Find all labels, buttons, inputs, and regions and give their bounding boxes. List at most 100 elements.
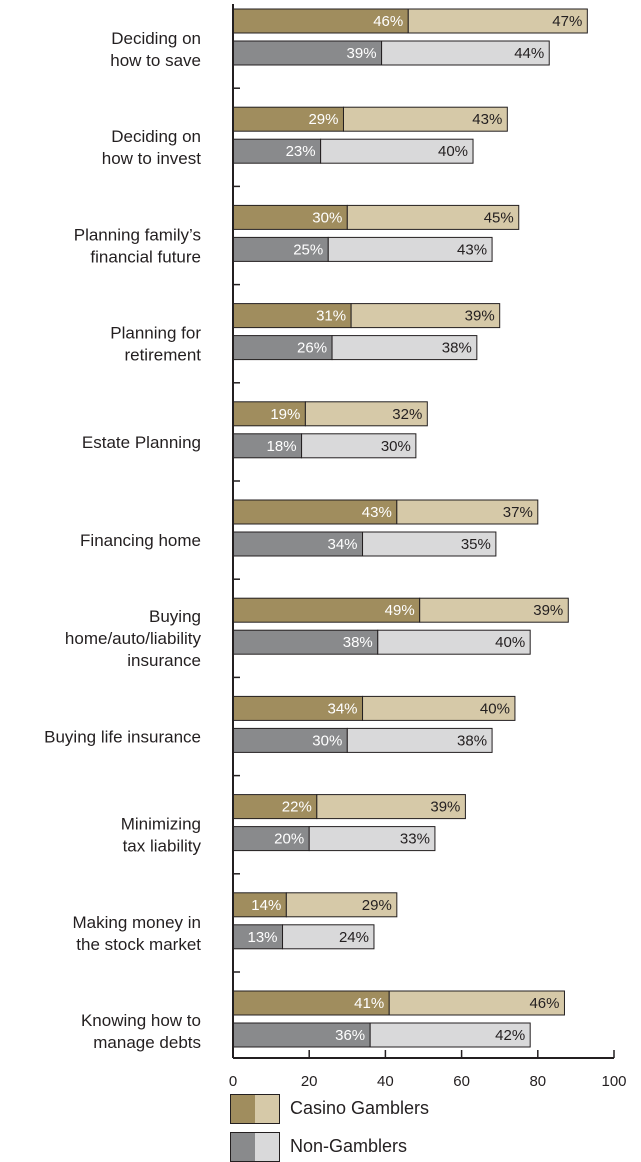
- data-label: 38%: [442, 340, 472, 357]
- category-label: Minimizing: [121, 815, 201, 834]
- bar-segment-1: [232, 40, 383, 66]
- bar-segment-2: [350, 303, 501, 329]
- bar-segment-1: [232, 794, 318, 820]
- data-label: 39%: [430, 799, 460, 816]
- data-label: 43%: [457, 241, 487, 258]
- legend-swatch-non-gamblers: [230, 1132, 280, 1162]
- bar-segment-2: [316, 794, 466, 820]
- category-label: how to save: [110, 51, 201, 70]
- category-label: Deciding on: [111, 127, 201, 146]
- data-label: 30%: [312, 732, 342, 749]
- data-label: 49%: [385, 602, 415, 619]
- data-label: 40%: [480, 700, 510, 717]
- data-label: 20%: [274, 831, 304, 848]
- bar-segment-2: [301, 433, 417, 459]
- bar-segment-2: [362, 695, 516, 721]
- bar-segment-2: [320, 138, 474, 164]
- data-label: 30%: [381, 438, 411, 455]
- bar-segment-2: [362, 531, 497, 557]
- category-label: Deciding on: [111, 29, 201, 48]
- category-label: how to invest: [102, 149, 201, 168]
- data-label: 39%: [465, 308, 495, 325]
- data-label: 42%: [495, 1027, 525, 1044]
- data-label: 34%: [328, 536, 358, 553]
- bar-segment-1: [232, 335, 333, 361]
- bar-segment-2: [282, 924, 375, 950]
- bar-segment-1: [232, 531, 364, 557]
- data-label: 40%: [438, 143, 468, 160]
- category-label: Planning family’s: [74, 225, 201, 244]
- bar-segment-2: [346, 727, 493, 753]
- bar-segment-1: [232, 204, 348, 230]
- data-label: 26%: [297, 340, 327, 357]
- x-tick-label: 20: [301, 1073, 318, 1090]
- bar-segment-2: [331, 335, 478, 361]
- bar-segment-1: [232, 433, 303, 459]
- data-label: 35%: [461, 536, 491, 553]
- bar-segment-2: [342, 106, 508, 132]
- bar-segment-2: [377, 629, 531, 655]
- bar-segment-2: [388, 990, 565, 1016]
- bar-segment-2: [396, 499, 539, 525]
- data-label: 25%: [293, 241, 323, 258]
- data-label: 38%: [457, 732, 487, 749]
- legend-swatch-dark: [230, 1094, 256, 1124]
- bar-segment-1: [232, 924, 284, 950]
- category-label: Planning for: [110, 324, 201, 343]
- bar-segment-2: [381, 40, 550, 66]
- bar-segment-2: [346, 204, 520, 230]
- bar-segment-2: [308, 826, 436, 852]
- x-tick-label: 40: [377, 1073, 394, 1090]
- x-tick-label: 80: [529, 1073, 546, 1090]
- category-label: tax liability: [123, 837, 202, 856]
- legend-swatch-casino-gamblers: [230, 1094, 280, 1124]
- data-label: 22%: [282, 799, 312, 816]
- category-label: financial future: [90, 247, 201, 266]
- data-label: 45%: [484, 209, 514, 226]
- x-tick-label: 100: [601, 1073, 626, 1090]
- data-label: 43%: [472, 111, 502, 128]
- data-label: 13%: [247, 929, 277, 946]
- data-label: 46%: [373, 13, 403, 30]
- data-label: 19%: [270, 406, 300, 423]
- legend-swatch-dark: [230, 1132, 256, 1162]
- data-label: 31%: [316, 308, 346, 325]
- data-label: 36%: [335, 1027, 365, 1044]
- legend-item-casino-gamblers: Casino Gamblers: [230, 1094, 530, 1124]
- data-label: 46%: [529, 995, 559, 1012]
- data-label: 14%: [251, 897, 281, 914]
- category-label: the stock market: [76, 935, 201, 954]
- legend-label: Casino Gamblers: [290, 1098, 430, 1118]
- legend-item-non-gamblers: Non-Gamblers: [230, 1132, 530, 1162]
- bar-segment-1: [232, 629, 379, 655]
- data-label: 40%: [495, 634, 525, 651]
- category-label: Buying life insurance: [44, 727, 201, 746]
- data-label: 38%: [343, 634, 373, 651]
- bar-segment-2: [419, 597, 569, 623]
- data-label: 29%: [362, 897, 392, 914]
- data-label: 23%: [286, 143, 316, 160]
- x-tick-label: 0: [229, 1073, 237, 1090]
- bar-segment-2: [407, 8, 588, 34]
- data-label: 39%: [347, 45, 377, 62]
- data-label: 47%: [552, 13, 582, 30]
- bar-segment-2: [369, 1022, 531, 1048]
- category-label: Knowing how to: [81, 1011, 201, 1030]
- legend-label: Non-Gamblers: [290, 1136, 408, 1156]
- data-label: 29%: [308, 111, 338, 128]
- data-label: 34%: [328, 700, 358, 717]
- category-label: manage debts: [93, 1033, 201, 1052]
- data-label: 18%: [267, 438, 297, 455]
- data-label: 43%: [362, 504, 392, 521]
- data-label: 32%: [392, 406, 422, 423]
- category-label: insurance: [127, 651, 201, 670]
- category-label: retirement: [124, 346, 201, 365]
- category-label: Financing home: [80, 531, 201, 550]
- category-label: Making money in: [72, 913, 201, 932]
- data-label: 30%: [312, 209, 342, 226]
- bar-segment-2: [285, 892, 398, 918]
- bar-segment-2: [304, 401, 428, 427]
- data-label: 44%: [514, 45, 544, 62]
- data-label: 33%: [400, 831, 430, 848]
